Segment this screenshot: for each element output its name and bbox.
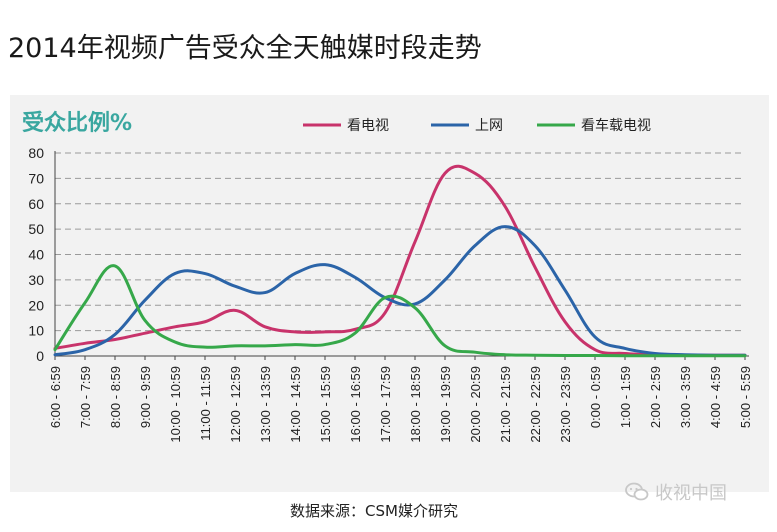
y-tick-label: 80 (28, 145, 44, 161)
x-tick-label: 19:00 - 19:59 (438, 366, 453, 443)
x-tick-label: 1:00 - 1:59 (618, 366, 633, 428)
x-tick-label: 10:00 - 10:59 (168, 366, 183, 443)
series-line-0 (53, 164, 747, 357)
x-tick-label: 15:00 - 15:59 (318, 366, 333, 443)
x-tick-label: 18:00 - 18:59 (408, 366, 423, 443)
x-tick-label: 4:00 - 4:59 (708, 366, 723, 428)
x-tick-label: 0:00 - 0:59 (588, 366, 603, 428)
watermark-text: 收视中国 (655, 483, 727, 504)
x-tick-label: 16:00 - 16:59 (348, 366, 363, 443)
x-tick-label: 9:00 - 9:59 (138, 366, 153, 428)
y-tick-label: 60 (28, 196, 44, 212)
series-line-1 (53, 225, 747, 357)
x-tick-label: 6:00 - 6:59 (48, 366, 63, 428)
x-tick-label: 2:00 - 2:59 (648, 366, 663, 428)
x-tick-label: 13:00 - 13:59 (258, 366, 273, 443)
watermark: 收视中国 (625, 479, 727, 505)
x-tick-label: 5:00 - 5:59 (738, 366, 753, 428)
y-tick-label: 50 (28, 221, 44, 237)
y-axis-label: 受众比例% (22, 110, 132, 136)
x-tick-label: 20:00 - 20:59 (468, 366, 483, 443)
legend-label: 看电视 (347, 118, 389, 134)
y-tick-label: 70 (28, 170, 44, 186)
y-tick-label: 40 (28, 247, 44, 263)
legend-label: 看车载电视 (581, 117, 651, 134)
y-tick-label: 10 (28, 323, 44, 339)
x-tick-label: 7:00 - 7:59 (78, 366, 93, 428)
x-tick-label: 23:00 - 23:59 (558, 366, 573, 443)
series-line-2 (53, 264, 747, 358)
y-tick-label: 30 (28, 272, 44, 288)
x-tick-label: 8:00 - 8:59 (108, 366, 123, 428)
x-tick-label: 21:00 - 21:59 (498, 366, 513, 443)
x-tick-label: 12:00 - 12:59 (228, 366, 243, 443)
x-tick-label: 22:00 - 22:59 (528, 366, 543, 443)
legend-label: 上网 (475, 118, 503, 134)
wechat-icon (625, 482, 649, 502)
x-tick-label: 3:00 - 3:59 (678, 366, 693, 428)
x-tick-label: 11:00 - 11:59 (198, 366, 213, 441)
x-tick-label: 14:00 - 14:59 (288, 366, 303, 443)
chart-panel (10, 95, 769, 492)
y-tick-label: 0 (36, 348, 44, 364)
x-tick-label: 17:00 - 17:59 (378, 366, 393, 443)
y-tick-label: 20 (28, 297, 44, 313)
source-note: 数据来源：CSM媒介研究 (290, 502, 458, 520)
page-title: 2014年视频广告受众全天触媒时段走势 (8, 33, 482, 64)
